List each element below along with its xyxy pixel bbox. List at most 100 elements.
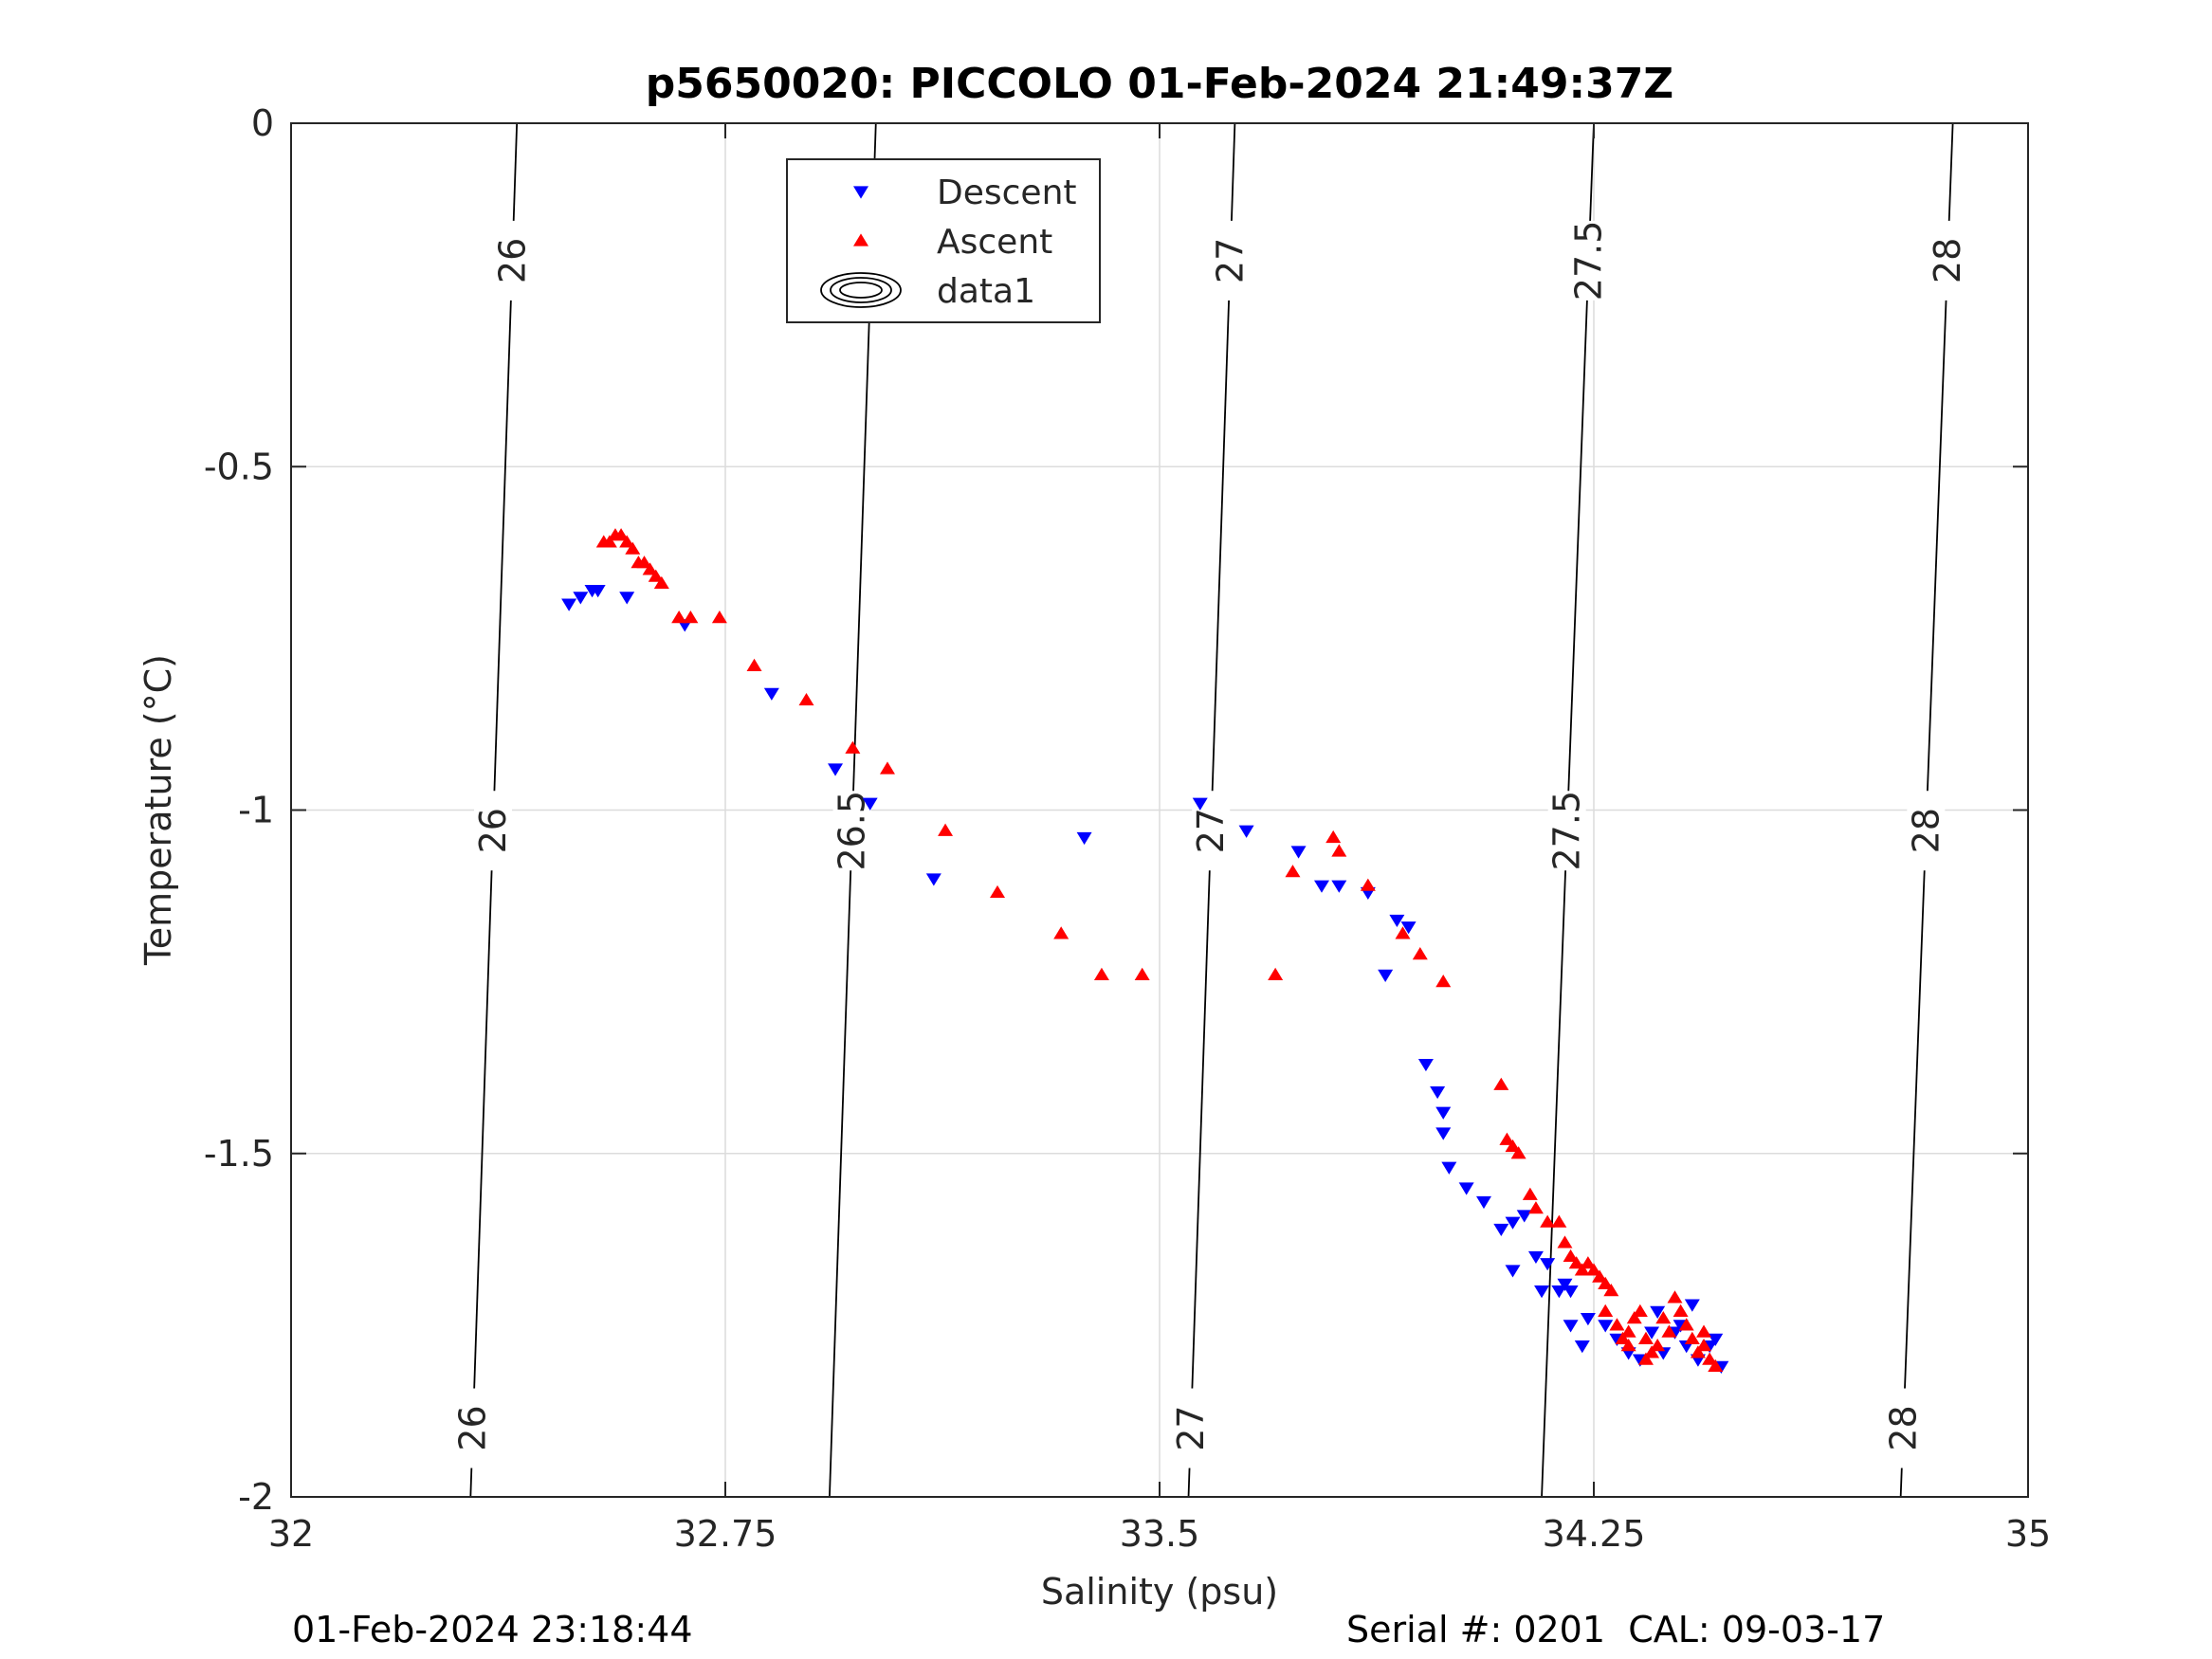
ascent-point	[938, 823, 954, 836]
ascent-point	[1268, 967, 1284, 980]
ascent-point	[1637, 1352, 1654, 1365]
ascent-point	[1580, 1256, 1596, 1269]
ascent-point	[1285, 865, 1301, 878]
contour-label-bg	[1211, 220, 1250, 301]
ascent-point	[1637, 1331, 1654, 1344]
contour-label: 28	[1882, 1405, 1924, 1450]
ascent-point	[1563, 1249, 1579, 1263]
ascent-point	[1702, 1352, 1718, 1365]
descent-point	[1389, 914, 1405, 928]
contour-label-bg	[474, 791, 513, 871]
ascent-point	[1615, 1331, 1631, 1344]
ascent-point	[1093, 967, 1109, 980]
descent-point	[1516, 1210, 1532, 1223]
descent-point	[1331, 880, 1347, 893]
contour-label-bg	[1171, 1388, 1210, 1468]
descent-point	[763, 687, 779, 701]
x-tick-label: 32	[268, 1513, 314, 1555]
ascent-point	[1522, 1187, 1538, 1200]
ascent-point	[990, 884, 1006, 899]
ascent-point	[845, 740, 861, 754]
ascent-point	[1626, 1311, 1642, 1324]
ascent-point	[1395, 926, 1411, 939]
contour-label: 28	[1905, 808, 1947, 853]
descent-point	[1563, 1285, 1579, 1299]
descent-point	[1441, 1161, 1457, 1175]
ascent-point	[1598, 1304, 1614, 1317]
descent-point	[1435, 1127, 1452, 1140]
axes: 32 32.75 33.5 34.25 35 0 -0.5 -1 -1.5 -2	[204, 102, 2051, 1555]
descent-point	[1540, 1258, 1556, 1271]
ascent-point	[1696, 1339, 1712, 1352]
ascent-point	[711, 611, 727, 624]
contour-label: 27	[1170, 1405, 1212, 1450]
descent-point	[1493, 1223, 1509, 1237]
ascent-point	[1655, 1311, 1672, 1324]
ascent-point	[683, 611, 699, 624]
descent-point	[590, 585, 606, 598]
contour-label: 27	[1190, 808, 1232, 853]
ascent-point	[613, 528, 630, 541]
descent-point	[1430, 1085, 1446, 1100]
ascent-point	[1331, 844, 1347, 857]
ascent-point	[671, 611, 687, 624]
ascent-point	[1632, 1304, 1648, 1317]
descent-point	[1534, 1285, 1550, 1299]
descent-point	[1527, 1250, 1544, 1265]
descent-point	[1313, 880, 1329, 893]
ascent-point	[1053, 926, 1069, 939]
ascent-point	[1661, 1324, 1677, 1338]
descent-point	[1505, 1216, 1521, 1230]
contour-label: 26	[472, 808, 514, 853]
legend-contour-icon	[839, 282, 883, 299]
contour-label: 26	[491, 238, 533, 283]
descent-point	[1290, 846, 1307, 859]
ascent-point	[619, 535, 635, 548]
contour-label: 27	[1210, 238, 1252, 283]
descent-point	[1400, 921, 1417, 935]
y-tick-label: -1	[238, 790, 274, 831]
ascent-point	[1435, 975, 1452, 988]
descent-point	[561, 598, 577, 611]
descent-point	[1708, 1333, 1724, 1346]
ascent-point	[1134, 967, 1150, 980]
descent-point	[1650, 1305, 1666, 1319]
contour-label: 26.5	[832, 791, 873, 871]
ascent-point	[1598, 1276, 1614, 1290]
ascent-point	[798, 692, 814, 706]
ascent-point	[1499, 1132, 1515, 1145]
ascent-point	[1493, 1077, 1509, 1090]
descent-point	[1238, 825, 1254, 838]
ascent-point	[1412, 947, 1428, 960]
y-tick-label: 0	[251, 102, 274, 144]
ascent-point	[746, 658, 762, 671]
descent-point	[1505, 1265, 1521, 1278]
legend-box	[786, 158, 1101, 323]
ascent-point	[1510, 1146, 1526, 1159]
ascent-point	[625, 541, 641, 555]
ascent-point	[1592, 1269, 1608, 1283]
descent-point	[1644, 1326, 1660, 1340]
ascent-point	[1586, 1263, 1601, 1276]
descent-point	[862, 797, 878, 811]
ascent-point	[1325, 830, 1342, 844]
ascent-point	[1360, 878, 1376, 891]
contour-label-bg	[453, 1388, 492, 1468]
ascent-point	[642, 562, 658, 575]
ascent-point	[636, 556, 652, 569]
x-tick-label: 35	[2005, 1513, 2051, 1555]
descent-point	[1076, 831, 1092, 846]
descent-point	[1435, 1106, 1452, 1120]
contour-label: 27.5	[1568, 221, 1610, 301]
ascent-point	[1568, 1256, 1584, 1269]
contour-label: 27.5	[1546, 791, 1588, 871]
y-tick-label: -2	[238, 1476, 274, 1518]
footer-timestamp: 01-Feb-2024 23:18:44	[292, 1609, 693, 1650]
descent-point	[1192, 797, 1208, 811]
ascent-point	[1696, 1324, 1712, 1338]
ascent-point	[1540, 1214, 1556, 1228]
ascent-point	[1620, 1324, 1636, 1338]
legend-descent-marker	[853, 186, 868, 199]
contour-label-bg	[1569, 220, 1608, 301]
